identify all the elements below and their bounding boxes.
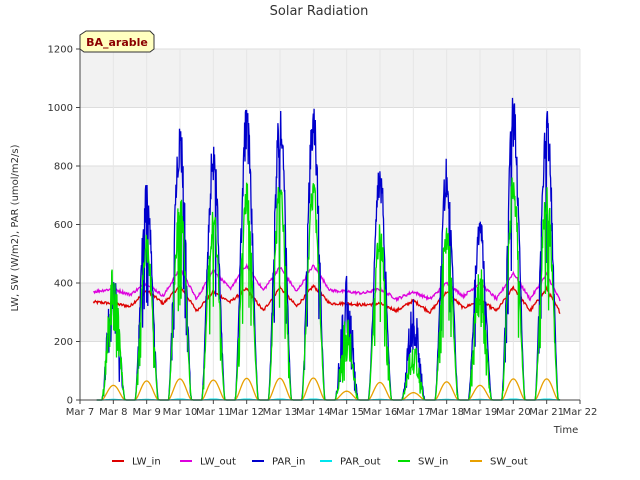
y-tick-labels: 0 200 400 600 800 1000 1200 bbox=[48, 45, 80, 407]
x-tick-label: Mar 18 bbox=[429, 407, 464, 418]
legend-label: SW_out bbox=[490, 457, 528, 468]
y-tick-label: 600 bbox=[54, 220, 73, 231]
x-tick-label: Mar 17 bbox=[396, 407, 431, 418]
plot-band bbox=[80, 283, 580, 342]
legend-label: SW_in bbox=[418, 457, 448, 468]
x-tick-label: Mar 7 bbox=[66, 407, 94, 418]
y-tick-label: 200 bbox=[54, 337, 73, 348]
plot-band bbox=[80, 49, 580, 108]
y-tick-label: 0 bbox=[67, 396, 73, 407]
y-tick-label: 800 bbox=[54, 162, 73, 173]
y-tick-label: 1200 bbox=[48, 45, 73, 56]
x-tick-label: Mar 15 bbox=[329, 407, 364, 418]
legend: LW_in LW_out PAR_in PAR_out SW_in SW_out bbox=[112, 457, 528, 468]
y-tick-label: 1000 bbox=[48, 103, 73, 114]
plot-band bbox=[80, 341, 580, 400]
plot-band bbox=[80, 107, 580, 166]
x-tick-label: Mar 21 bbox=[529, 407, 564, 418]
x-tick-label: Mar 22 bbox=[563, 407, 598, 418]
x-tick-label: Mar 19 bbox=[463, 407, 498, 418]
site-badge: BA_arable bbox=[79, 30, 155, 53]
x-tick-label: Mar 20 bbox=[496, 407, 531, 418]
legend-label: PAR_in bbox=[272, 457, 305, 468]
y-tick-label: 400 bbox=[54, 279, 73, 290]
x-tick-label: Mar 10 bbox=[163, 407, 198, 418]
chart-title: Solar Radiation bbox=[270, 4, 369, 19]
x-tick-label: Mar 16 bbox=[363, 407, 398, 418]
y-axis-title: LW, SW (W/m2), PAR (umol/m2/s) bbox=[10, 144, 21, 311]
legend-label: LW_out bbox=[200, 457, 236, 468]
x-tick-label: Mar 12 bbox=[229, 407, 264, 418]
plot-band bbox=[80, 224, 580, 283]
legend-label: PAR_out bbox=[340, 457, 381, 468]
x-tick-label: Mar 13 bbox=[263, 407, 298, 418]
x-axis-title: Time bbox=[553, 425, 578, 436]
x-tick-label: Mar 9 bbox=[132, 407, 160, 418]
plot-area bbox=[80, 49, 580, 400]
grid-lines bbox=[79, 48, 581, 401]
x-tick-label: Mar 8 bbox=[99, 407, 127, 418]
legend-label: LW_in bbox=[132, 457, 161, 468]
site-badge-label: BA_arable bbox=[86, 36, 148, 49]
x-tick-label: Mar 14 bbox=[296, 407, 331, 418]
plot-band bbox=[80, 166, 580, 225]
site-badge-box bbox=[79, 30, 155, 53]
x-tick-label: Mar 11 bbox=[196, 407, 231, 418]
